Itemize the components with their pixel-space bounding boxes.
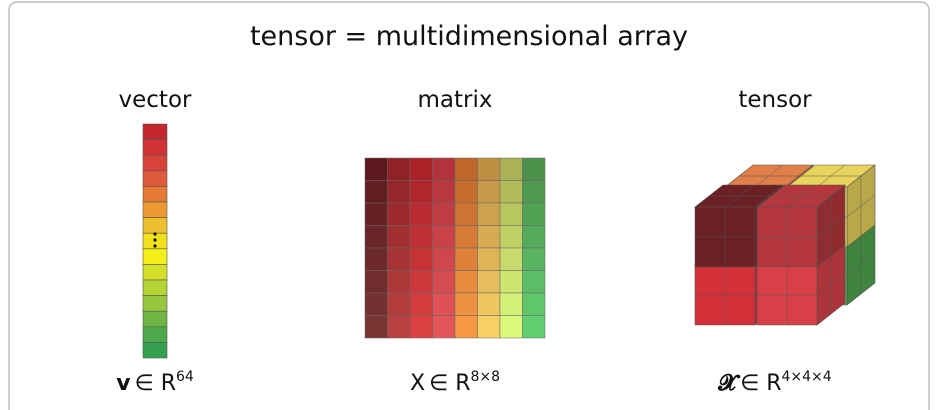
matrix-cell	[410, 316, 433, 339]
matrix-cell	[365, 226, 388, 249]
matrix-cell	[523, 248, 546, 271]
vector-cell	[143, 249, 167, 265]
matrix-cell	[500, 271, 523, 294]
matrix-cell	[388, 293, 411, 316]
matrix-cell	[478, 158, 501, 181]
matrix-cell	[523, 181, 546, 204]
matrix-cell	[388, 248, 411, 271]
ellipsis-dot	[153, 244, 156, 247]
vector-cell	[143, 342, 167, 358]
matrix-cell	[388, 316, 411, 339]
matrix-cell	[500, 293, 523, 316]
matrix-cell	[410, 293, 433, 316]
matrix-cell	[478, 226, 501, 249]
matrix-cell	[365, 158, 388, 181]
matrix-cell	[500, 316, 523, 339]
matrix-cell	[478, 181, 501, 204]
matrix-cell	[388, 203, 411, 226]
matrix-cell	[388, 181, 411, 204]
matrix-cell	[455, 248, 478, 271]
matrix-cell	[410, 158, 433, 181]
matrix-cell	[433, 248, 456, 271]
matrix-cell	[433, 271, 456, 294]
matrix-cell	[365, 293, 388, 316]
matrix-cell	[433, 293, 456, 316]
matrix-cell	[455, 316, 478, 339]
exponent: 64	[176, 369, 194, 385]
symbol: X	[410, 371, 425, 396]
matrix-cell	[500, 248, 523, 271]
matrix-cell	[500, 158, 523, 181]
matrix-cell	[500, 203, 523, 226]
vector-cell	[143, 140, 167, 156]
matrix-cell	[410, 271, 433, 294]
matrix-cell	[433, 181, 456, 204]
matrix-cell	[410, 226, 433, 249]
matrix-cell	[365, 271, 388, 294]
relation: ∈ R	[740, 371, 781, 396]
diagram: tensor = multidimensional array vector m…	[0, 0, 938, 410]
symbol: v	[116, 371, 131, 396]
matrix-cell	[455, 203, 478, 226]
matrix-cell	[478, 271, 501, 294]
panel-label: matrix	[418, 87, 493, 113]
vector-cell	[143, 124, 167, 140]
matrix-cell	[455, 271, 478, 294]
matrix-cell	[455, 181, 478, 204]
vector-cell	[143, 280, 167, 296]
exponent: 4×4×4	[782, 369, 832, 385]
matrix-cell	[523, 158, 546, 181]
matrix-cell	[388, 271, 411, 294]
exponent: 8×8	[470, 369, 500, 385]
matrix-cell	[455, 293, 478, 316]
matrix-cell	[523, 271, 546, 294]
vector-cell	[143, 155, 167, 171]
matrix-cell	[433, 226, 456, 249]
matrix-cell	[523, 293, 546, 316]
title: tensor = multidimensional array	[250, 21, 688, 52]
matrix-cell	[433, 316, 456, 339]
matrix-cell	[523, 226, 546, 249]
vector-cell	[143, 264, 167, 280]
vector-cell	[143, 218, 167, 234]
matrix-cell	[500, 181, 523, 204]
matrix-cell	[478, 316, 501, 339]
matrix-cell	[365, 316, 388, 339]
vector-cell	[143, 202, 167, 218]
matrix-cell	[478, 248, 501, 271]
matrix-cell	[388, 226, 411, 249]
matrix-cell	[410, 181, 433, 204]
matrix-cell	[523, 316, 546, 339]
vector-cell	[143, 311, 167, 327]
panel-label: vector	[119, 87, 192, 113]
vector-cell	[143, 186, 167, 202]
matrix-cell	[388, 158, 411, 181]
relation: ∈ R	[135, 371, 176, 396]
matrix-cell	[478, 203, 501, 226]
matrix-cell	[523, 203, 546, 226]
vector-cell	[143, 327, 167, 343]
matrix-cell	[365, 181, 388, 204]
matrix-cell	[365, 203, 388, 226]
matrix-cell	[455, 226, 478, 249]
relation: ∈ R	[429, 371, 470, 396]
vector-cell	[143, 296, 167, 312]
matrix-cell	[433, 158, 456, 181]
vector-cell	[143, 171, 167, 187]
panel-label: tensor	[738, 87, 812, 113]
ellipsis-dot	[153, 232, 156, 235]
matrix-cell	[500, 226, 523, 249]
matrix-cell	[433, 203, 456, 226]
matrix-cell	[410, 203, 433, 226]
matrix-cell	[410, 248, 433, 271]
matrix-cell	[478, 293, 501, 316]
matrix-cell	[455, 158, 478, 181]
matrix-cell	[365, 248, 388, 271]
ellipsis-dot	[153, 238, 156, 241]
